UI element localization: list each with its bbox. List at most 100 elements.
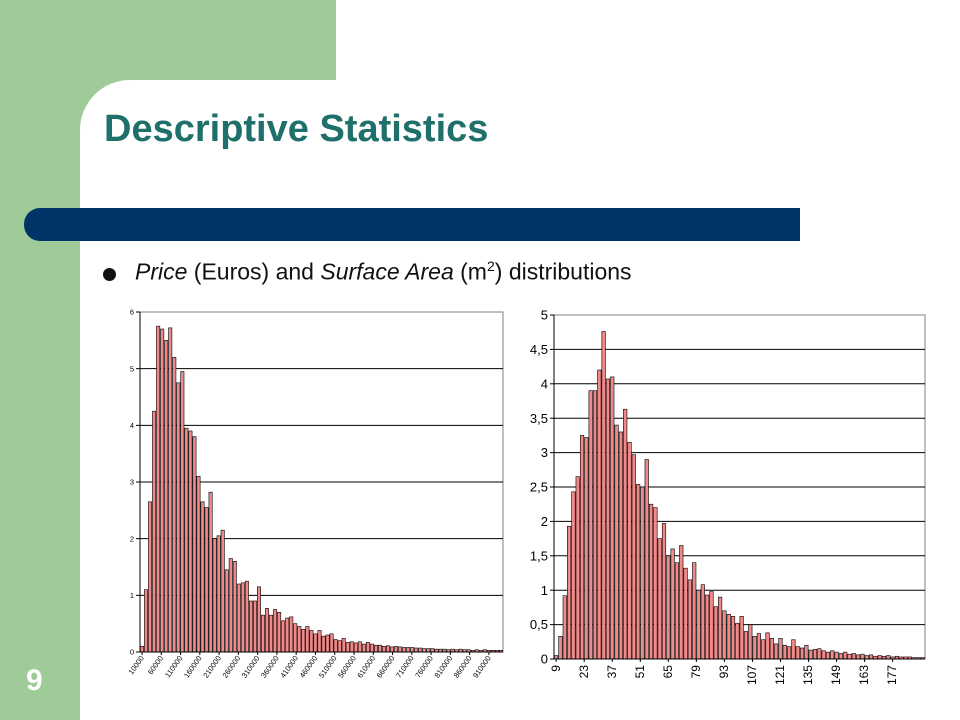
y-tick-label: 2 [541,514,548,529]
histogram-bar [220,529,225,653]
histogram-bar [799,647,805,660]
y-tick-label: 5 [130,364,134,373]
histogram-bar [269,614,274,653]
y-tick-label: 4 [130,421,134,430]
histogram-bar [782,644,787,660]
histogram-bar [856,654,861,660]
y-tick-label: 3 [541,445,548,460]
histogram-bar [257,586,261,653]
histogram-bar [843,651,848,660]
histogram-bar [657,538,662,660]
histogram-bar [567,525,572,660]
green-side-band [0,0,80,720]
histogram-bar [765,632,770,660]
x-tick-label: 60000 [146,654,165,676]
title-underline-bar [24,208,800,241]
histogram-bar [188,430,193,653]
histogram-bar [349,641,354,653]
y-tick-label: 1 [541,583,548,598]
histogram-bar [636,483,641,660]
histogram-bar [212,538,217,653]
x-tick-label: 110000 [163,654,184,679]
bullet-unit-text: (m [453,258,487,285]
histogram-bar [696,589,701,660]
histogram-bar [333,639,338,653]
histogram-bar [394,646,399,653]
x-tick-label: 360000 [259,654,281,680]
histogram-bar [369,643,374,653]
histogram-bar [623,408,628,660]
histogram-bar [341,638,346,653]
histogram-bar [838,653,843,660]
histogram-bar [687,579,692,660]
histogram-bar [778,638,783,660]
histogram-bar [618,431,623,660]
histogram-bar [653,507,658,660]
y-tick-label: 0,5 [530,617,548,632]
histogram-bar [426,648,431,653]
histogram-bar [216,535,221,653]
histogram-bar [709,591,714,660]
histogram-bar [592,390,598,660]
histogram-bar [305,626,310,653]
histogram-bar [244,580,249,653]
y-tick-label: 2 [130,534,134,543]
x-tick-label: 149 [829,665,843,685]
y-tick-label: 4,5 [530,342,548,357]
histogram-bar [148,501,153,653]
histogram-bar [726,613,731,660]
x-tick-label: 210000 [201,654,223,680]
x-tick-label: 160000 [182,654,204,680]
histogram-bar [817,648,822,660]
histogram-bar [398,646,403,653]
histogram-bar [692,562,697,660]
histogram-bar [172,357,177,653]
histogram-bar [382,646,386,653]
histogram-bar [240,582,245,653]
histogram-bar [297,626,302,653]
x-tick-label: 860000 [452,654,474,680]
histogram-bar [756,633,761,660]
histogram-bar [418,647,423,653]
x-tick-label: 93 [717,665,731,679]
histogram-bar [821,650,826,660]
bullet-dot-icon [103,268,116,281]
x-tick-label: 51 [633,665,647,679]
y-tick-label: 0 [130,648,134,657]
histogram-bar [430,648,435,653]
x-tick-label: 107 [745,665,759,685]
histogram-bar [575,476,580,660]
histogram-bar [739,616,744,660]
histogram-bar [285,617,290,653]
histogram-bar [860,653,865,660]
histogram-bar [273,609,278,653]
histogram-bar [761,639,766,660]
histogram-bar [830,650,835,660]
histogram-bar [321,635,326,653]
histogram-bar [313,633,318,653]
histogram-bar [864,655,869,660]
histogram-bar [571,491,576,660]
bullet-price-word: Price [135,258,188,285]
histogram-bar [236,583,241,653]
x-tick-label: 37 [605,665,619,679]
histogram-bar [666,555,671,660]
histogram-bar [277,612,282,653]
histogram-bar [261,614,265,653]
histogram-bar [605,378,610,660]
histogram-bar [722,610,727,660]
bullet-middle-text: (Euros) and [187,258,321,285]
x-tick-label: 9 [549,665,563,672]
y-tick-label: 3,5 [530,411,548,426]
histogram-bar [614,424,619,660]
histogram-bar [683,567,688,660]
x-tick-label: 560000 [336,654,358,680]
histogram-bar [834,651,839,660]
x-tick-label: 260000 [221,654,243,680]
x-tick-label: 177 [885,665,899,685]
y-tick-label: 6 [130,308,134,317]
histogram-bar [562,595,567,660]
histogram-bar [648,503,654,660]
histogram-bar [196,476,201,653]
histogram-bar [644,459,649,660]
